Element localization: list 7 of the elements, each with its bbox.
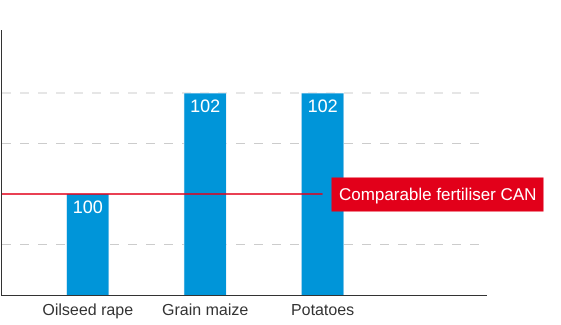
x-tick-label: Oilseed rape: [42, 302, 134, 320]
data-label: 102: [308, 96, 338, 116]
data-label: 102: [190, 96, 220, 116]
x-tick-label: Potatoes: [291, 302, 354, 320]
data-label: 100: [72, 197, 103, 218]
ref-line-label: Comparable fertiliser CAN: [339, 185, 536, 204]
x-tick-label: Grain maize: [162, 302, 248, 320]
